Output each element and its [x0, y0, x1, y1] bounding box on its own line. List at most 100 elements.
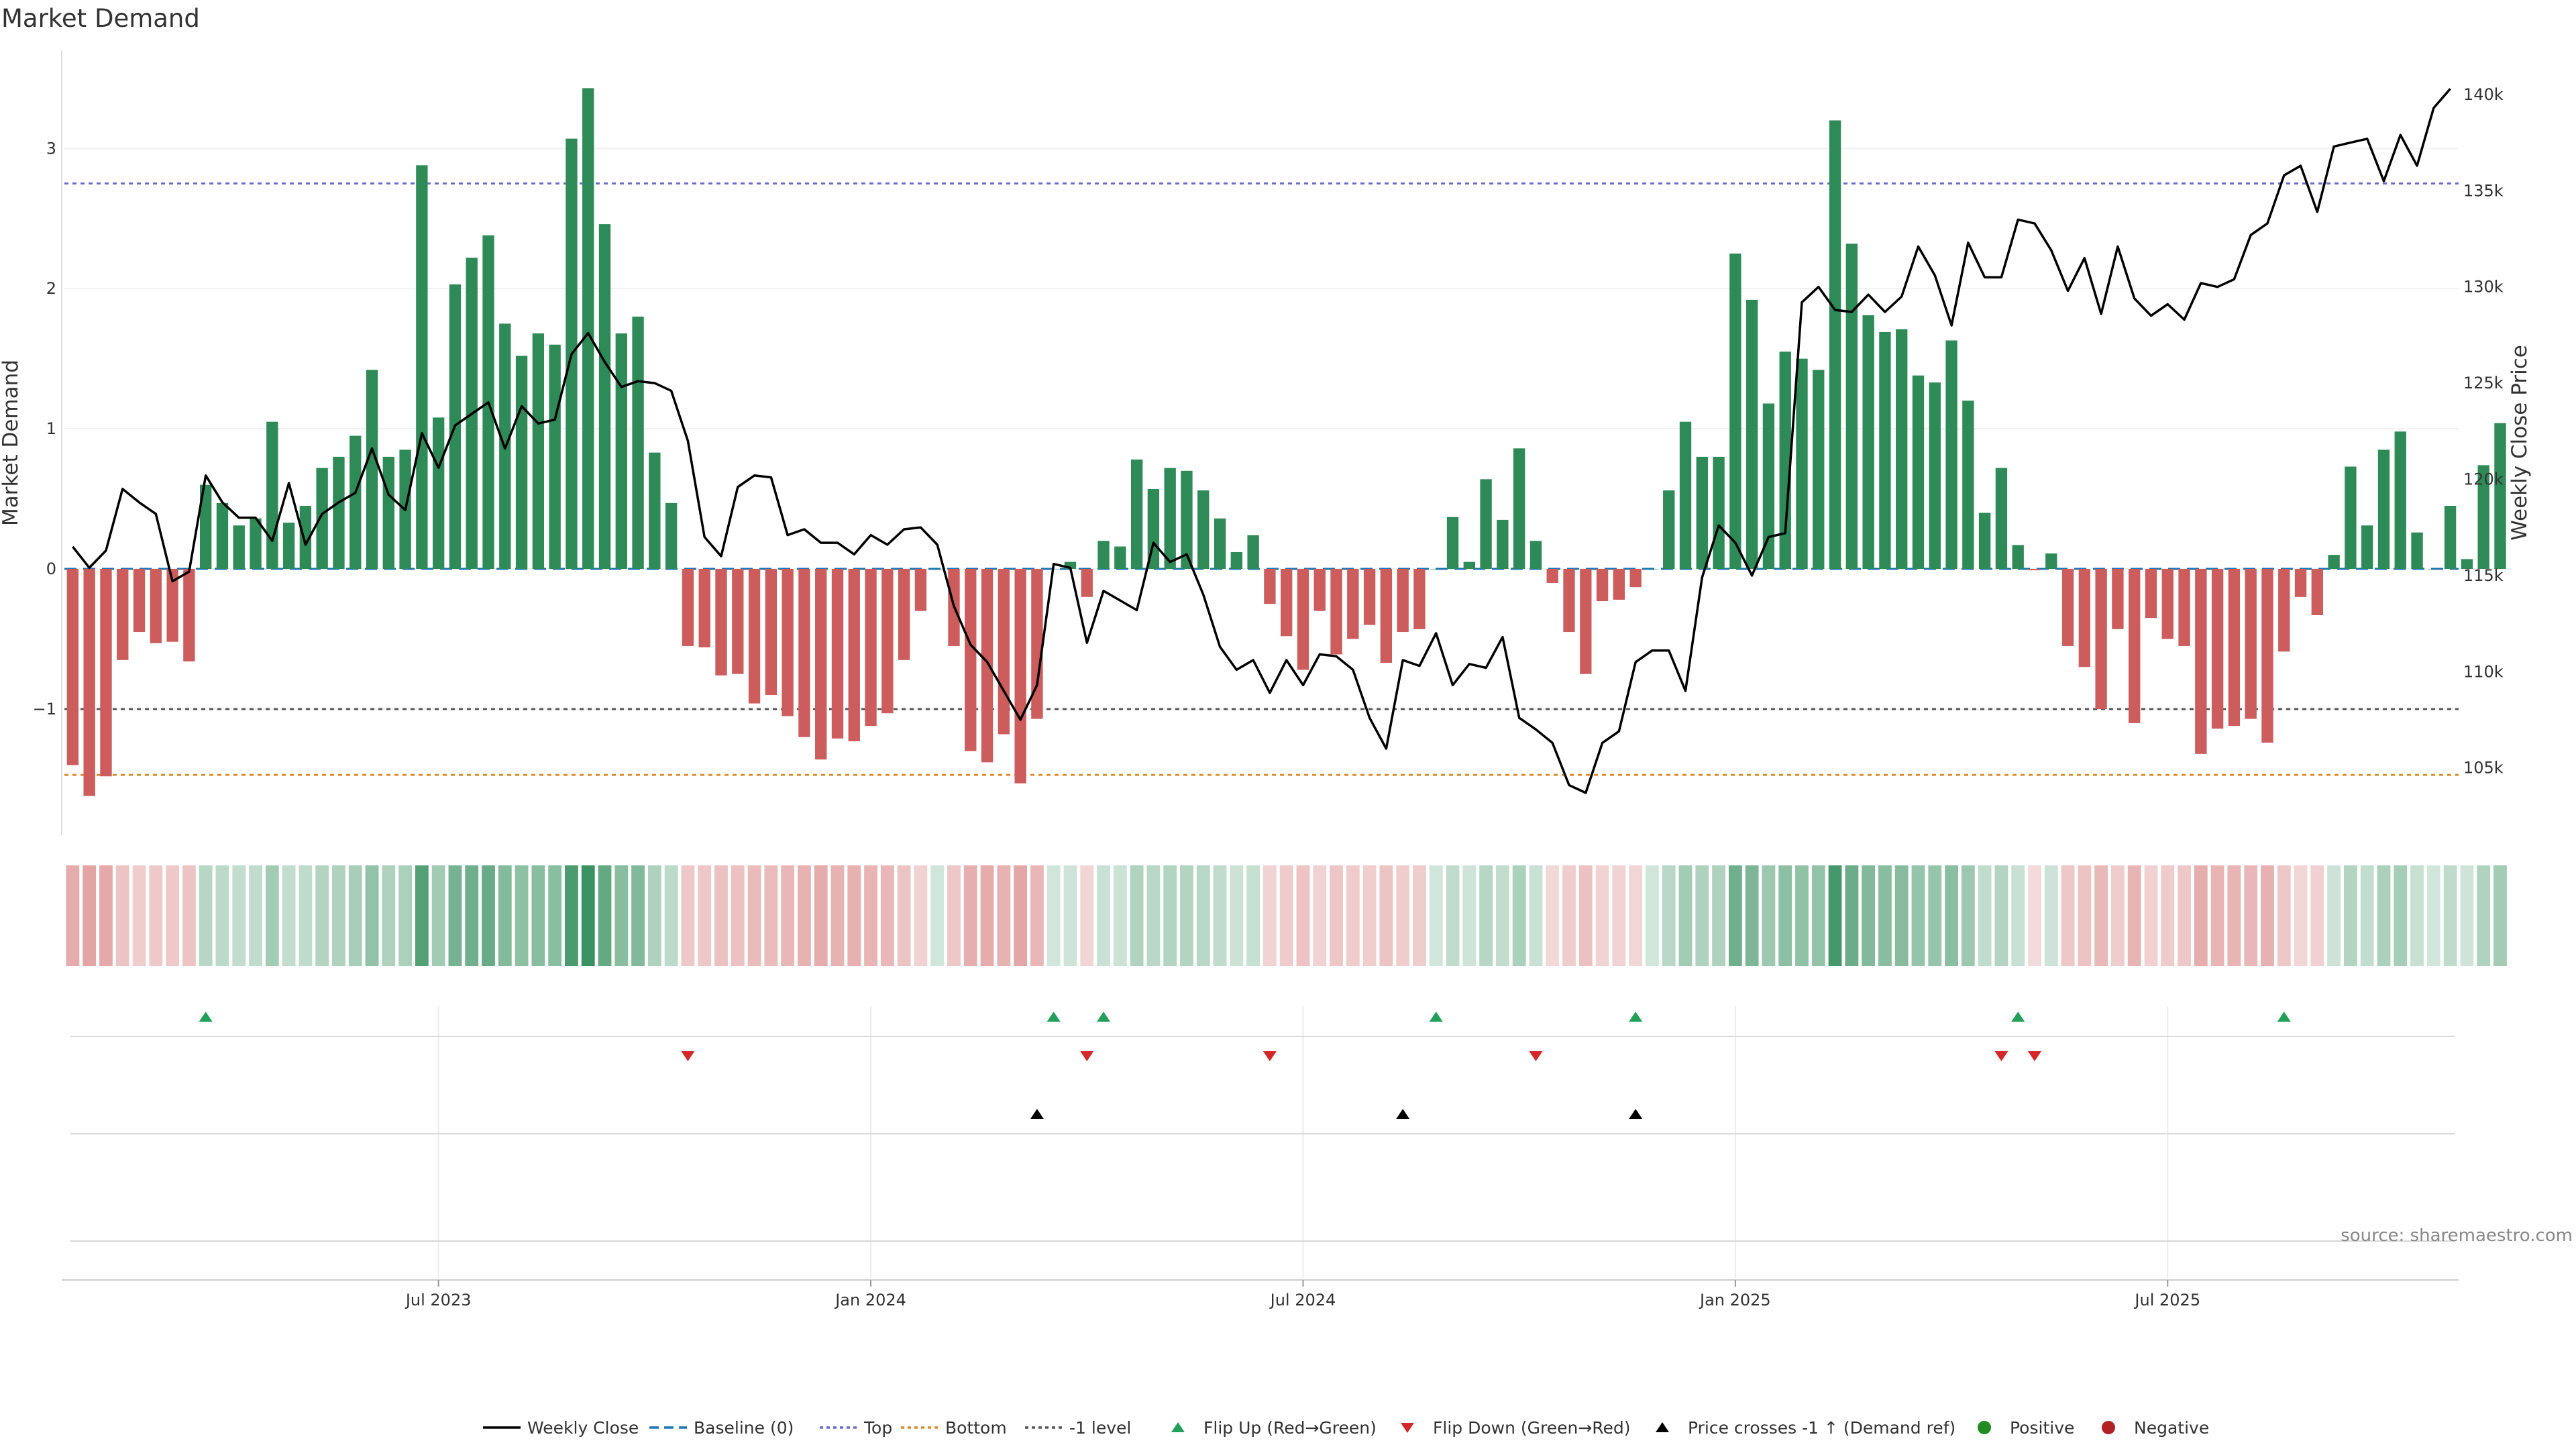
price-cross-marker [1030, 1109, 1044, 1119]
heat-cell [1130, 865, 1144, 966]
price-line [72, 88, 2451, 794]
demand-bar [1130, 460, 1143, 570]
heat-cell [482, 865, 495, 966]
demand-bar [1197, 490, 1210, 570]
demand-bar [83, 569, 95, 796]
left-tick-label: 2 [46, 279, 56, 298]
demand-bar [2195, 569, 2207, 754]
demand-bar [100, 569, 112, 777]
demand-bar [416, 165, 428, 570]
heat-cell [2178, 865, 2191, 966]
legend-label: Baseline (0) [694, 1418, 794, 1438]
heat-cell [664, 865, 678, 966]
flip-down-marker [1994, 1051, 2008, 1061]
heat-cell [2078, 865, 2092, 966]
demand-bar [649, 452, 661, 570]
heat-cell [681, 865, 695, 966]
flip-up-marker [2277, 1012, 2291, 1022]
heat-cell [698, 865, 712, 966]
heat-cell [1346, 865, 1360, 966]
heat-cell [847, 865, 861, 966]
demand-bar [2361, 525, 2373, 570]
x-tick-label: Jan 2025 [1699, 1291, 1771, 1309]
heat-cell [880, 865, 894, 966]
heat-cell [166, 865, 180, 966]
demand-bar [1380, 569, 1393, 663]
demand-bar [1247, 535, 1259, 570]
heat-cell [2294, 865, 2308, 966]
heat-cell [1712, 865, 1725, 966]
reference-lines [64, 182, 2459, 776]
demand-bar [2112, 569, 2124, 629]
demand-bar [2294, 569, 2307, 597]
demand-bar [2145, 569, 2157, 619]
flip-up-marker [199, 1012, 213, 1022]
heat-cell [1446, 865, 1460, 966]
demand-bar [133, 569, 146, 633]
heat-cell [2210, 865, 2224, 966]
demand-bar [848, 569, 860, 742]
heat-cell [2011, 865, 2025, 966]
heat-cell [1928, 865, 1942, 966]
demand-bar [732, 569, 744, 674]
demand-bar [366, 370, 378, 570]
chart-title: Market Demand [1, 4, 200, 33]
heat-cell [2127, 865, 2141, 966]
heat-cell [2244, 865, 2258, 966]
heat-cell [565, 865, 578, 966]
demand-bar [865, 569, 877, 727]
heat-cell [2360, 865, 2374, 966]
right-tick-label: 140k [2463, 85, 2504, 104]
demand-bar [615, 333, 627, 570]
left-tick-label: 1 [46, 419, 56, 438]
heat-cell [1845, 865, 1859, 966]
heat-cell [2477, 865, 2491, 966]
heat-cell [1213, 865, 1227, 966]
heat-cell [1795, 865, 1809, 966]
heat-cell [1263, 865, 1277, 966]
heat-cell [282, 865, 296, 966]
heat-cell [66, 865, 80, 966]
demand-bar [1596, 569, 1609, 602]
heat-cell [980, 865, 994, 966]
demand-bar [515, 356, 528, 570]
demand-bar [66, 569, 79, 765]
demand-bar [282, 523, 295, 570]
demand-bar [166, 569, 178, 642]
demand-bar [2095, 569, 2107, 709]
demand-heat-strip [66, 865, 2507, 966]
demand-bar [2428, 569, 2440, 570]
heat-cell [581, 865, 595, 966]
heat-cell [348, 865, 362, 966]
demand-bar [2045, 553, 2057, 570]
demand-bar [2178, 569, 2190, 646]
flip-down-marker [2027, 1051, 2041, 1061]
demand-bar [1330, 569, 1342, 655]
demand-bar [2129, 569, 2141, 723]
demand-bar [831, 569, 844, 739]
demand-bar [1729, 253, 1741, 570]
demand-bar [2261, 569, 2273, 743]
demand-bar [2494, 423, 2506, 570]
flip-up-marker [1097, 1012, 1111, 1022]
heat-cell [897, 865, 911, 966]
heat-cell [930, 865, 945, 966]
demand-bar [216, 502, 229, 570]
heat-cell [1828, 865, 1842, 966]
legend: Weekly Close Baseline (0) Top Bottom -1 leve… [483, 1418, 2209, 1438]
demand-bar [1746, 299, 1758, 570]
heat-cell [1146, 865, 1161, 966]
heat-cell [1595, 865, 1609, 966]
heat-cell [1196, 865, 1210, 966]
demand-bar [682, 569, 694, 646]
demand-bar [914, 569, 927, 611]
flip-down-marker [1263, 1051, 1277, 1061]
heat-cell [531, 865, 545, 966]
heat-cell [1495, 865, 1509, 966]
demand-bars [66, 88, 2506, 796]
demand-bar [1829, 120, 1841, 570]
legend-label: Flip Down (Green→Red) [1433, 1418, 1631, 1438]
heat-cell [1479, 865, 1493, 966]
right-axis-title: Weekly Close Price [2508, 345, 2532, 541]
heat-cell [1279, 865, 1293, 966]
